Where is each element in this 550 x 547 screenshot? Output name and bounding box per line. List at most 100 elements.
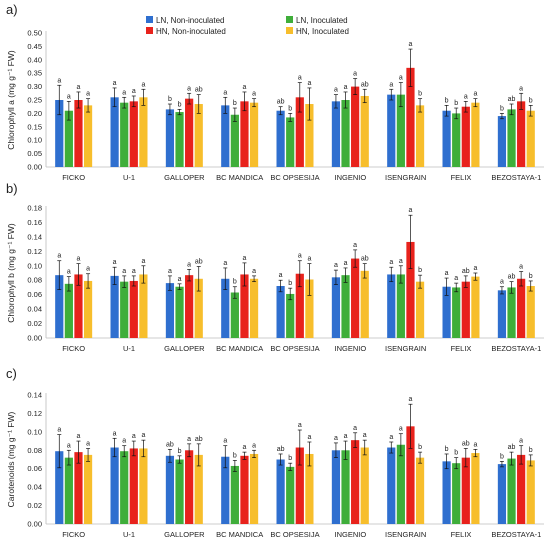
x-tick-label: BC MANDICA xyxy=(216,530,263,539)
significance-label: a xyxy=(334,87,338,94)
significance-label: a xyxy=(243,444,247,451)
bar xyxy=(387,274,396,338)
significance-label: ab xyxy=(508,444,516,451)
chart-panel-2: b) Chlorophyll b (mg g⁻¹ FW) 0.00 0.02 0.04 0… xyxy=(6,181,544,353)
significance-label: a xyxy=(122,268,126,275)
significance-label: a xyxy=(334,262,338,269)
bar xyxy=(249,102,259,167)
bar xyxy=(295,447,304,524)
bar xyxy=(230,292,239,338)
bar xyxy=(341,275,350,338)
bar xyxy=(415,105,425,167)
y-tick-label: 0.10 xyxy=(27,261,42,270)
bar xyxy=(351,440,360,524)
significance-label: ab xyxy=(361,81,369,88)
significance-label: a xyxy=(279,272,283,279)
bar xyxy=(387,447,396,524)
x-tick-label: INGENIO xyxy=(334,173,366,182)
bar xyxy=(194,454,203,524)
significance-label: a xyxy=(187,261,191,268)
significance-label: a xyxy=(353,71,357,78)
y-tick-label: 0.35 xyxy=(27,69,42,78)
bar xyxy=(360,95,369,167)
y-tick-label: 0.06 xyxy=(27,290,42,299)
bar xyxy=(517,101,526,167)
bar xyxy=(165,283,175,338)
bar xyxy=(295,273,304,338)
x-tick-label: BC OPSESIJA xyxy=(270,344,319,353)
panel-label: a) xyxy=(6,2,18,17)
bar xyxy=(517,278,526,338)
significance-label: a xyxy=(519,438,523,445)
significance-label: a xyxy=(252,268,256,275)
bar xyxy=(64,457,73,524)
significance-label: a xyxy=(57,77,61,84)
significance-label: a xyxy=(122,438,126,445)
bar xyxy=(442,286,451,338)
significance-label: b xyxy=(418,267,422,274)
bar xyxy=(249,278,259,338)
y-tick-label: 0.20 xyxy=(27,109,42,118)
bar xyxy=(471,102,480,167)
bar xyxy=(83,280,93,338)
significance-label: a xyxy=(307,80,311,87)
bar xyxy=(276,459,285,524)
y-tick-label: 0.45 xyxy=(27,42,42,51)
y-tick-label: 0.50 xyxy=(27,29,42,38)
y-axis-label: Carotenoids (mg g⁻¹ FW) xyxy=(6,412,16,508)
bar xyxy=(406,241,415,338)
bar xyxy=(526,286,535,338)
significance-label: b xyxy=(445,97,449,104)
bar xyxy=(165,109,175,167)
significance-label: a xyxy=(178,276,182,283)
bar xyxy=(507,287,516,338)
significance-label: a xyxy=(389,81,393,88)
significance-label: a xyxy=(473,265,477,272)
significance-label: a xyxy=(132,268,136,275)
significance-label: a xyxy=(409,207,413,214)
significance-label: ab xyxy=(462,440,470,447)
bar xyxy=(507,458,516,524)
significance-label: a xyxy=(464,93,468,100)
y-tick-label: 0.05 xyxy=(27,149,42,158)
bar xyxy=(110,97,119,167)
significance-label: a xyxy=(77,84,81,91)
significance-label: a xyxy=(344,433,348,440)
significance-label: a xyxy=(334,435,338,442)
significance-label: a xyxy=(363,432,367,439)
significance-label: b xyxy=(418,444,422,451)
significance-label: a xyxy=(223,260,227,267)
significance-label: b xyxy=(288,105,292,112)
significance-label: b xyxy=(500,453,504,460)
y-axis-label: Chlorophyll b (mg g⁻¹ FW) xyxy=(6,223,16,323)
bar xyxy=(120,102,129,167)
significance-label: ab xyxy=(361,256,369,263)
y-tick-label: 0.30 xyxy=(27,82,42,91)
bar xyxy=(185,275,194,338)
bar xyxy=(452,463,461,524)
x-tick-label: INGENIO xyxy=(334,530,366,539)
significance-label: a xyxy=(399,258,403,265)
legend-label-ln-noninoculated: LN, Non-inoculated xyxy=(156,16,224,25)
bar xyxy=(185,98,194,167)
significance-label: a xyxy=(168,268,172,275)
significance-label: b xyxy=(500,105,504,112)
bar xyxy=(74,100,83,167)
bar xyxy=(120,451,129,524)
y-tick-label: 0.00 xyxy=(27,334,42,343)
bar xyxy=(64,110,73,167)
legend-swatch-hn-inoculated xyxy=(286,27,293,34)
bar xyxy=(396,444,405,524)
significance-label: a xyxy=(473,441,477,448)
bar xyxy=(129,101,138,167)
bar xyxy=(240,455,249,524)
bar xyxy=(139,274,148,338)
significance-label: b xyxy=(529,273,533,280)
x-tick-label: GALLOPER xyxy=(164,344,205,353)
bar xyxy=(406,426,415,524)
significance-label: a xyxy=(223,89,227,96)
y-tick-label: 0.18 xyxy=(27,204,42,213)
bar xyxy=(221,278,230,338)
y-tick-label: 0.14 xyxy=(27,391,42,400)
significance-label: a xyxy=(344,260,348,267)
